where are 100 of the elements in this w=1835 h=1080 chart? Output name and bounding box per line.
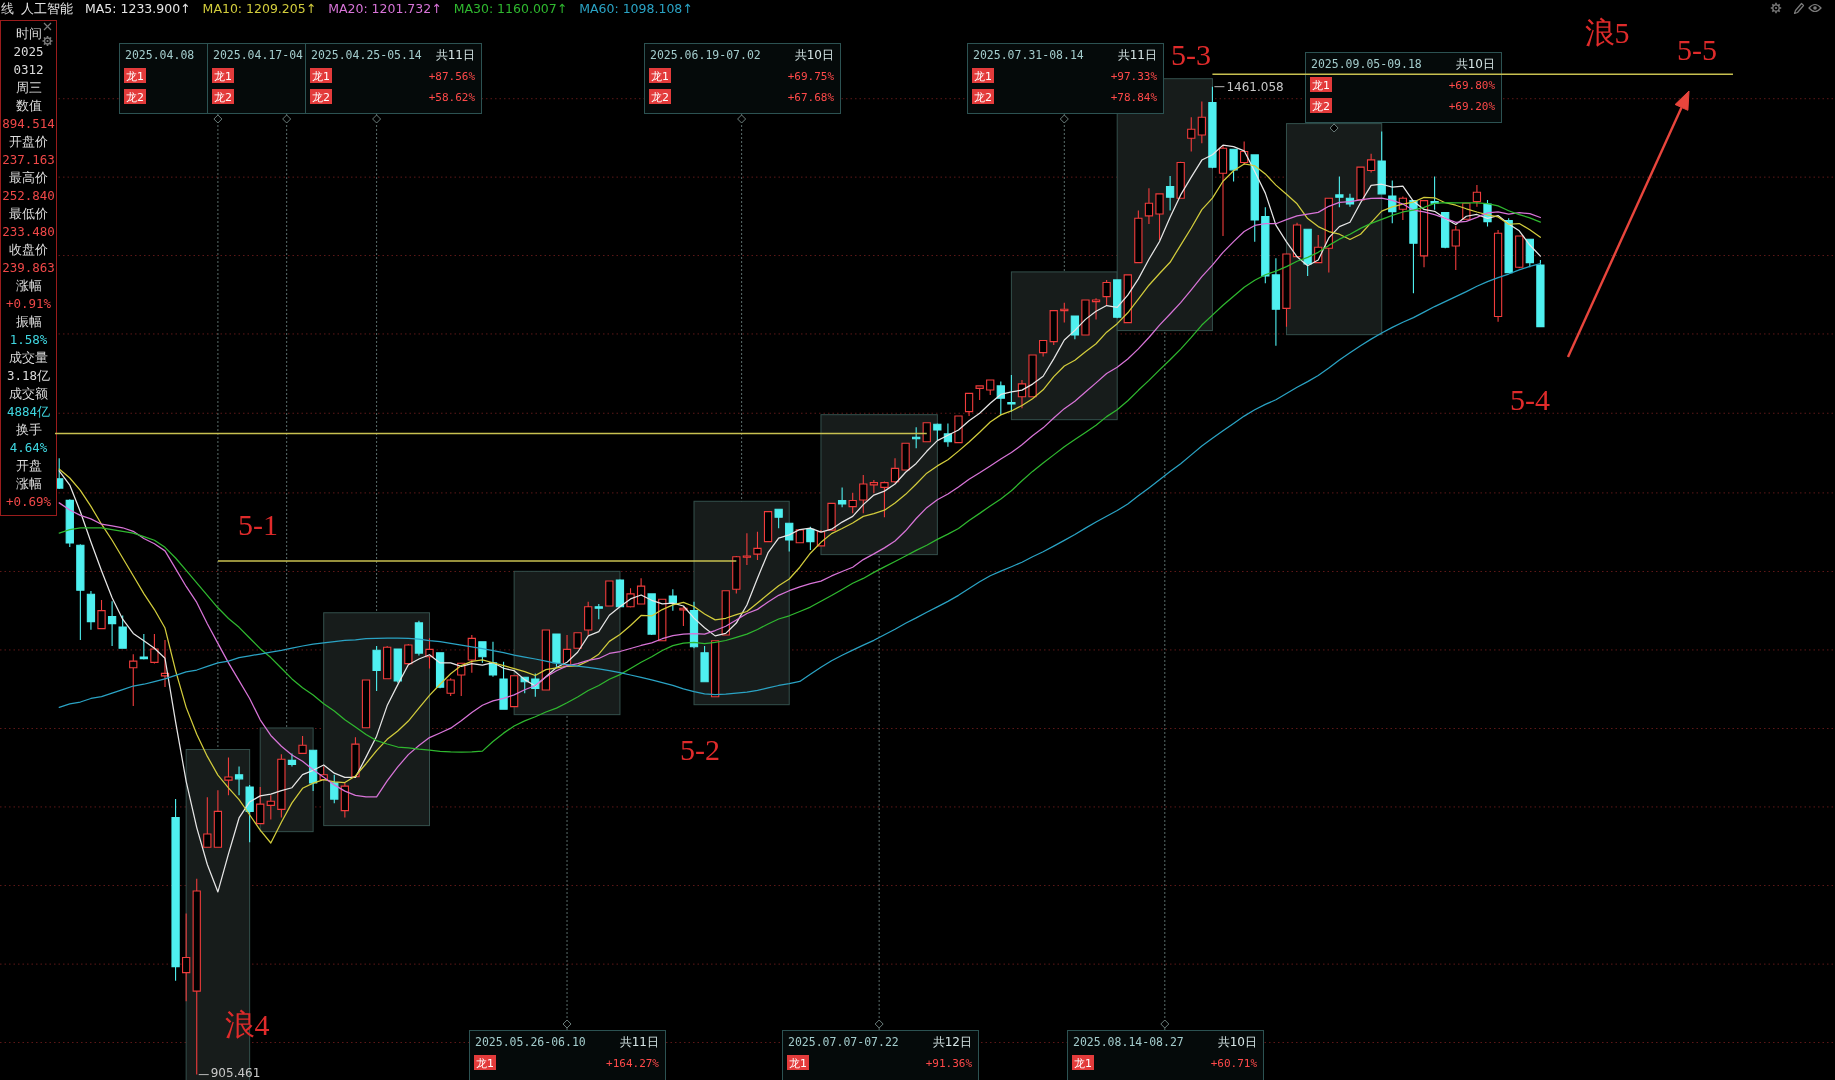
annotation: +60.71% bbox=[1210, 1057, 1258, 1070]
annotation: 2025.08.14-08.27 bbox=[1073, 1035, 1184, 1049]
candlestick bbox=[414, 620, 424, 656]
text: 1.58% bbox=[9, 332, 48, 347]
candlestick bbox=[478, 641, 487, 664]
candlestick bbox=[467, 634, 476, 674]
candlestick bbox=[1504, 217, 1513, 274]
text: 数值 bbox=[15, 98, 42, 113]
annotation: 2025.05.26-06.10 bbox=[475, 1035, 586, 1049]
candlestick bbox=[1049, 310, 1058, 346]
annotation: +69.20% bbox=[1448, 100, 1496, 113]
annotation: 239.863 bbox=[2, 260, 55, 275]
candlestick bbox=[287, 752, 297, 768]
candlestick bbox=[1060, 302, 1069, 324]
candlestick bbox=[1208, 86, 1217, 169]
candlestick bbox=[1007, 374, 1016, 413]
candlestick bbox=[753, 531, 762, 561]
candlestick bbox=[383, 645, 392, 680]
candlestick bbox=[1165, 175, 1175, 212]
candlestick bbox=[192, 878, 201, 1076]
candlestick bbox=[330, 774, 339, 804]
candlestick bbox=[1229, 148, 1238, 183]
candlestick bbox=[912, 426, 921, 449]
candlestick bbox=[1282, 253, 1291, 328]
text: +0.69% bbox=[5, 494, 52, 509]
candlestick bbox=[1176, 161, 1185, 199]
candlestick bbox=[1038, 339, 1048, 358]
annotation: 龙2 bbox=[126, 91, 144, 104]
candlestick bbox=[499, 661, 508, 710]
text: 0312 bbox=[13, 62, 44, 77]
candlestick bbox=[1017, 379, 1027, 409]
text: 时间 bbox=[15, 26, 42, 41]
annotation: 5-4 bbox=[1510, 383, 1550, 416]
candlestick bbox=[785, 522, 794, 553]
annotation: 龙2 bbox=[214, 91, 232, 104]
annotation: 浪4 bbox=[224, 1008, 270, 1041]
candlestick bbox=[890, 457, 900, 484]
candlestick bbox=[901, 442, 910, 471]
candlestick bbox=[488, 641, 498, 678]
annotation: 905.461 bbox=[210, 1066, 261, 1080]
annotation: 共11日 bbox=[619, 1035, 659, 1049]
text: 收盘价 bbox=[9, 242, 48, 257]
candlestick bbox=[658, 598, 667, 642]
candlestick bbox=[1271, 257, 1281, 347]
candlestick bbox=[1187, 116, 1196, 153]
text: 开盘 bbox=[15, 458, 42, 473]
candlestick bbox=[97, 599, 106, 630]
annotation: 1461.058 bbox=[1226, 79, 1284, 94]
candlestick bbox=[1451, 225, 1460, 271]
candlestick bbox=[1261, 206, 1270, 284]
candlestick bbox=[446, 677, 455, 697]
candlestick bbox=[1430, 176, 1439, 211]
candlestick bbox=[129, 653, 138, 707]
text: 3.18亿 bbox=[6, 368, 51, 383]
candlestick bbox=[1335, 176, 1344, 208]
candlestick bbox=[541, 629, 551, 691]
candlestick bbox=[732, 555, 741, 594]
candlestick bbox=[1366, 153, 1376, 174]
text: MA20: 1201.732↑ bbox=[328, 1, 442, 16]
text: 换手 bbox=[15, 422, 42, 437]
annotation: 252.840 bbox=[2, 188, 55, 203]
candlestick bbox=[711, 640, 720, 698]
candlestick bbox=[584, 601, 593, 636]
text: MA5: 1233.900↑ bbox=[85, 1, 191, 16]
candlestick bbox=[763, 511, 773, 543]
candlestick bbox=[827, 502, 836, 531]
text: MA30: 1160.007↑ bbox=[453, 1, 568, 16]
annotation: 龙1 bbox=[789, 1057, 807, 1070]
candlestick bbox=[848, 492, 857, 514]
text: 4884亿 bbox=[6, 404, 51, 419]
candlestick bbox=[742, 532, 752, 566]
candlestick bbox=[118, 614, 127, 649]
candlestick bbox=[1250, 154, 1259, 243]
candlestick bbox=[668, 588, 677, 612]
annotation: 237.163 bbox=[2, 152, 55, 167]
candlestick bbox=[76, 543, 85, 641]
candlestick bbox=[837, 486, 847, 508]
candlestick bbox=[182, 912, 191, 1002]
annotation: +58.62% bbox=[428, 91, 476, 104]
text: 振幅 bbox=[15, 314, 42, 329]
candlestick bbox=[256, 786, 265, 825]
candlestick bbox=[171, 798, 180, 982]
candlestick bbox=[552, 633, 561, 668]
candlestick bbox=[594, 603, 603, 620]
candlestick bbox=[1134, 210, 1143, 264]
candlestick bbox=[986, 379, 995, 396]
candlestick bbox=[647, 593, 656, 636]
candlestick bbox=[1155, 193, 1164, 241]
text: 2025 bbox=[13, 44, 44, 59]
candlestick bbox=[1113, 279, 1122, 319]
text: 共10日 bbox=[1455, 57, 1495, 71]
candlestick bbox=[1493, 229, 1503, 323]
text: MA60: 1098.108↑ bbox=[579, 1, 693, 16]
annotation: +69.80% bbox=[1448, 79, 1496, 92]
candlestick bbox=[1356, 166, 1365, 201]
candlestick bbox=[933, 422, 942, 441]
candlestick bbox=[213, 789, 223, 848]
candlestick bbox=[700, 645, 709, 683]
candlestick bbox=[1197, 101, 1206, 144]
candlestick bbox=[404, 643, 413, 666]
